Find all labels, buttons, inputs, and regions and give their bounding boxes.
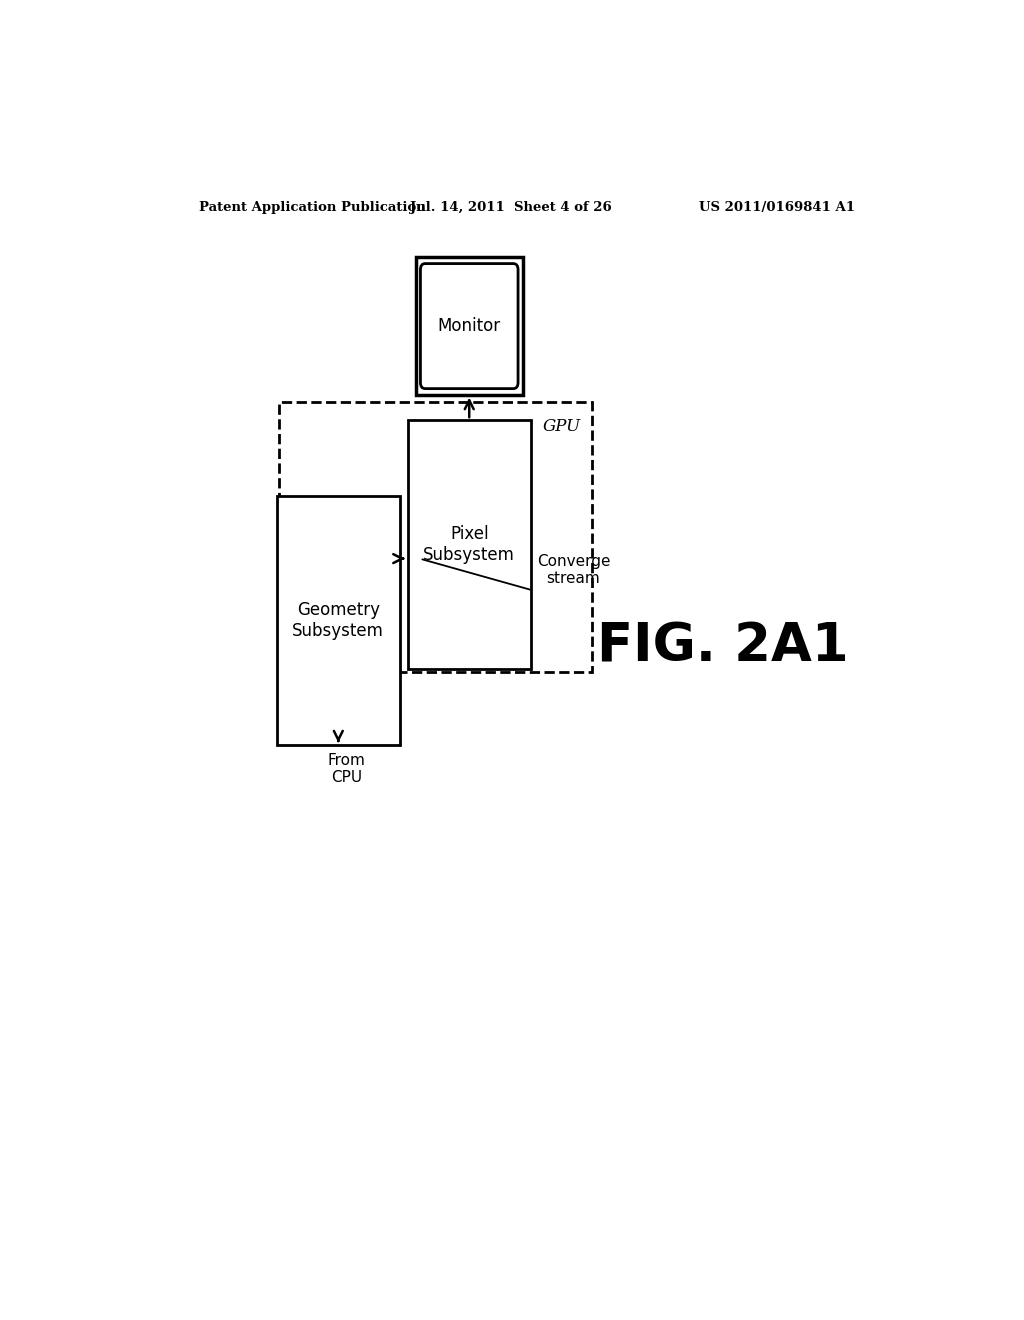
Bar [276,496,399,746]
Text: Monitor: Monitor [437,317,501,335]
Text: Pixel
Subsystem: Pixel Subsystem [423,525,515,564]
Text: GPU: GPU [543,417,581,434]
Text: Jul. 14, 2011  Sheet 4 of 26: Jul. 14, 2011 Sheet 4 of 26 [410,201,611,214]
Bar [408,420,530,669]
Text: Patent Application Publication: Patent Application Publication [200,201,426,214]
FancyBboxPatch shape [421,264,518,388]
Text: Converge
stream: Converge stream [537,554,610,586]
Text: Geometry
Subsystem: Geometry Subsystem [293,602,384,640]
Text: FIG. 2A1: FIG. 2A1 [597,620,849,672]
Text: From
CPU: From CPU [328,752,366,785]
Bar [279,403,592,672]
Text: US 2011/0169841 A1: US 2011/0169841 A1 [699,201,855,214]
Bar [416,257,523,395]
